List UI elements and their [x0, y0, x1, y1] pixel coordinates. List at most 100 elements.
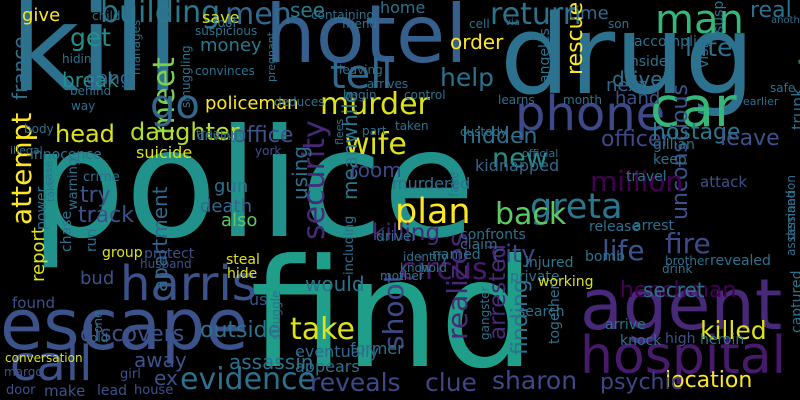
word-2: drug: [500, 0, 755, 119]
word-145: mother: [380, 269, 424, 283]
word-181: convinces: [195, 64, 255, 78]
word-58: daughter: [130, 118, 240, 146]
word-29: return: [490, 0, 582, 32]
word-23: location: [665, 368, 753, 393]
word-7: hospital: [580, 326, 787, 386]
word-165: treasure: [196, 127, 247, 141]
word-13: building: [100, 0, 221, 30]
word-168: custody: [460, 125, 508, 139]
word-3: kill: [10, 0, 180, 119]
word-44: room: [350, 158, 402, 182]
word-182: suspicious: [195, 24, 258, 38]
word-187: via: [505, 17, 520, 28]
word-151: confronts: [460, 227, 526, 243]
word-88: next: [606, 75, 646, 96]
word-156: illegal: [10, 144, 43, 157]
word-6: agent: [580, 264, 783, 346]
word-108: angeles: [537, 28, 553, 83]
word-92: home: [380, 0, 426, 17]
word-140: assassination: [784, 175, 798, 256]
word-194: safe: [770, 81, 796, 95]
word-14: man: [655, 0, 744, 43]
word-134: search: [518, 304, 565, 320]
word-5: escape: [0, 284, 249, 366]
word-184: containing: [311, 8, 375, 22]
word-71: try: [80, 183, 111, 208]
word-86: break: [62, 68, 119, 92]
word-169: official: [522, 147, 559, 160]
word-172: learns: [498, 93, 535, 107]
word-42: see: [290, 0, 326, 22]
word-127: lead: [97, 383, 127, 399]
word-170: month: [563, 93, 602, 107]
word-30: new: [492, 143, 548, 174]
word-85: policeman: [205, 93, 299, 114]
word-192: behind: [70, 84, 112, 98]
word-79: eventually: [295, 342, 379, 361]
word-111: working: [538, 274, 594, 290]
word-54: secret: [643, 278, 705, 302]
word-63: leave: [720, 126, 780, 151]
word-78: ex: [154, 366, 178, 390]
word-121: former: [350, 339, 404, 358]
word-118: group: [102, 245, 143, 261]
word-173: control: [404, 88, 446, 102]
word-120: chase: [59, 210, 75, 252]
word-157: body: [24, 122, 54, 136]
word-186: cell: [469, 17, 490, 31]
word-178: pregnant: [265, 31, 278, 82]
word-167: part: [362, 124, 387, 138]
word-70: track: [78, 203, 134, 228]
word-152: fake: [447, 171, 461, 197]
word-16: call: [10, 336, 93, 392]
word-91: gang: [86, 68, 132, 89]
word-113: claim: [460, 237, 498, 253]
word-40: help: [440, 63, 495, 92]
word-154: crime: [83, 170, 120, 185]
word-60: officer: [601, 127, 671, 152]
word-10: harris: [120, 256, 257, 312]
word-81: us: [249, 290, 268, 309]
word-155: innocence: [30, 147, 102, 163]
word-185: friend: [342, 17, 378, 31]
word-179: smuggling: [179, 45, 193, 108]
word-101: bomb: [585, 249, 625, 265]
word-97: kidnapped: [475, 156, 560, 175]
word-27: wife: [345, 127, 407, 162]
word-193: way: [71, 99, 96, 113]
word-20: reveals: [310, 368, 401, 397]
word-32: city: [492, 240, 536, 268]
word-129: girl: [120, 367, 141, 382]
word-126: make: [44, 382, 86, 400]
word-45: killing: [372, 220, 441, 246]
word-1: find: [250, 228, 535, 400]
word-19: evidence: [180, 362, 317, 397]
word-34: life: [602, 234, 645, 267]
word-46: killed: [700, 316, 767, 345]
word-25: take: [290, 312, 355, 347]
word-135: together: [547, 283, 563, 344]
word-65: meanwhile: [338, 90, 362, 200]
word-180: manages: [129, 19, 143, 75]
word-131: heroin: [700, 332, 745, 348]
word-0: police: [30, 98, 476, 272]
word-119: run: [84, 228, 100, 252]
word-124: margo: [4, 365, 43, 379]
word-39: men: [225, 0, 292, 32]
word-109: gillian: [653, 137, 695, 153]
word-141: release: [589, 219, 641, 235]
word-22: sharon: [492, 366, 578, 395]
word-122: found: [12, 294, 55, 312]
word-163: york: [255, 144, 282, 158]
word-144: brother: [665, 254, 710, 268]
word-117: hide: [227, 266, 258, 282]
word-106: visit: [696, 39, 712, 68]
word-190: hiding: [62, 52, 100, 66]
word-100: private: [510, 269, 560, 285]
word-128: house: [134, 383, 174, 398]
word-49: million: [590, 165, 684, 198]
word-66: apartment: [148, 186, 172, 292]
word-24: circus: [400, 252, 488, 287]
word-62: hostage: [652, 120, 741, 145]
word-148: know: [400, 261, 432, 275]
